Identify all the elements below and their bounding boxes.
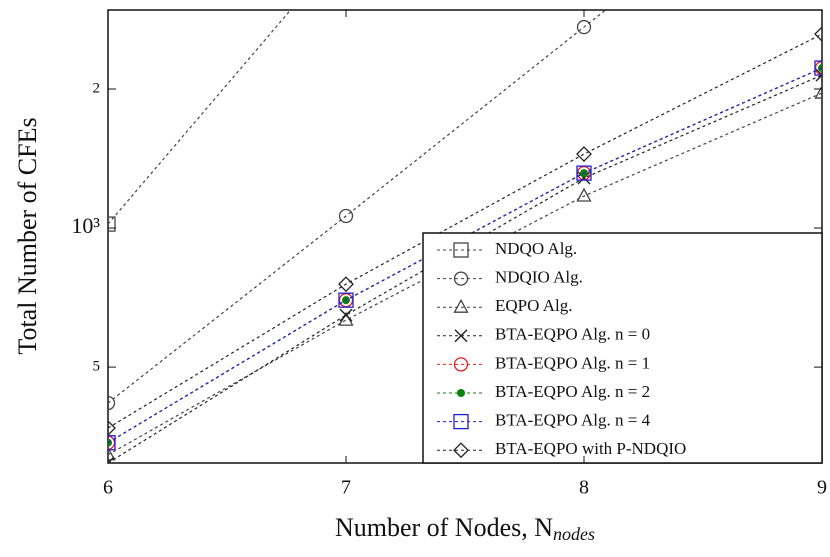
legend: NDQO Alg. NDQIO Alg. EQPO Alg. BTA-EQPO Alg… <box>422 232 823 464</box>
marker <box>108 446 116 461</box>
x-axis-label: Number of Nodes, Nnodes <box>335 513 595 544</box>
x-label-sub: nodes <box>553 524 595 544</box>
plot-area <box>108 10 822 463</box>
legend-label: NDQIO Alg. <box>495 268 583 287</box>
series-line <box>108 74 822 463</box>
marker <box>108 216 116 232</box>
marker <box>814 60 822 76</box>
marker <box>108 456 115 463</box>
series-line <box>108 67 822 444</box>
marker <box>453 442 469 459</box>
marker <box>814 26 822 42</box>
marker <box>339 308 353 322</box>
y-tick-label: 5 <box>93 359 101 375</box>
marker <box>576 165 592 181</box>
marker <box>338 292 354 308</box>
marker <box>457 389 465 397</box>
marker <box>108 395 116 411</box>
y-tick-label: 10³ <box>71 213 100 238</box>
y-axis-label: Total Number of CFEs <box>13 117 42 354</box>
marker <box>108 438 112 447</box>
x-tick-label: 7 <box>341 477 351 499</box>
x-tick-label: 6 <box>103 477 113 499</box>
marker <box>577 171 591 185</box>
marker <box>453 413 469 430</box>
marker <box>814 84 822 99</box>
marker <box>454 329 468 343</box>
marker <box>453 357 469 372</box>
marker <box>576 146 592 162</box>
y-tick-label: 2 <box>93 80 101 96</box>
series-line <box>108 10 292 225</box>
legend-label: BTA-EQPO Alg. n = 0 <box>495 325 650 344</box>
legend-label: BTA-EQPO Alg. n = 4 <box>495 411 651 430</box>
legend-label: BTA-EQPO with P-NDQIO <box>495 439 686 458</box>
x-tick-label: 8 <box>579 477 589 499</box>
legend-label: BTA-EQPO Alg. n = 1 <box>495 353 650 372</box>
marker <box>108 435 116 451</box>
legend-label: EQPO Alg. <box>495 296 572 315</box>
marker <box>576 187 592 202</box>
marker <box>108 420 116 436</box>
marker <box>453 271 469 286</box>
legend-label: BTA-EQPO Alg. n = 2 <box>495 382 650 401</box>
marker <box>815 68 822 82</box>
marker <box>818 64 822 73</box>
legend-label: NDQO Alg. <box>495 239 577 258</box>
marker <box>576 19 592 35</box>
legend-box <box>422 232 823 464</box>
marker <box>453 298 469 313</box>
x-label-main: Number of Nodes, N <box>335 513 553 542</box>
marker <box>338 276 354 293</box>
marker <box>338 208 354 224</box>
series-line <box>108 10 607 404</box>
series-line <box>108 33 822 429</box>
x-tick-label: 9 <box>817 477 827 499</box>
marker <box>453 242 469 258</box>
